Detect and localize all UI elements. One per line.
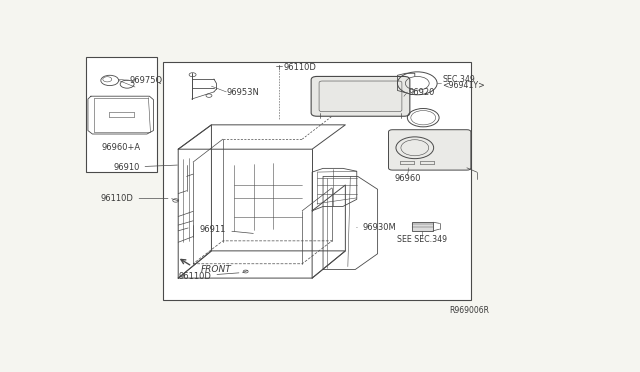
Text: SEE SEC.349: SEE SEC.349 bbox=[397, 235, 447, 244]
Text: 96930M: 96930M bbox=[356, 223, 396, 232]
Text: 96110D: 96110D bbox=[284, 63, 316, 72]
Text: 96910: 96910 bbox=[113, 163, 177, 172]
Text: 96110D: 96110D bbox=[100, 194, 168, 203]
Text: R969006R: R969006R bbox=[449, 306, 489, 315]
Bar bbox=[163, 62, 471, 299]
Text: <96941Y>: <96941Y> bbox=[442, 81, 485, 90]
Text: 96911: 96911 bbox=[200, 225, 253, 234]
Text: 96960+A: 96960+A bbox=[102, 143, 141, 152]
Text: FRONT: FRONT bbox=[200, 265, 231, 274]
Bar bbox=[86, 57, 157, 172]
Text: 96960: 96960 bbox=[395, 174, 421, 183]
Text: 96953N: 96953N bbox=[227, 88, 260, 97]
FancyBboxPatch shape bbox=[311, 76, 410, 116]
Text: SEC.349: SEC.349 bbox=[442, 75, 475, 84]
Text: 96110D: 96110D bbox=[179, 272, 239, 280]
Bar bbox=[412, 222, 433, 231]
Text: 96920: 96920 bbox=[408, 87, 435, 97]
FancyBboxPatch shape bbox=[388, 130, 471, 170]
Text: 96975Q: 96975Q bbox=[129, 76, 162, 85]
